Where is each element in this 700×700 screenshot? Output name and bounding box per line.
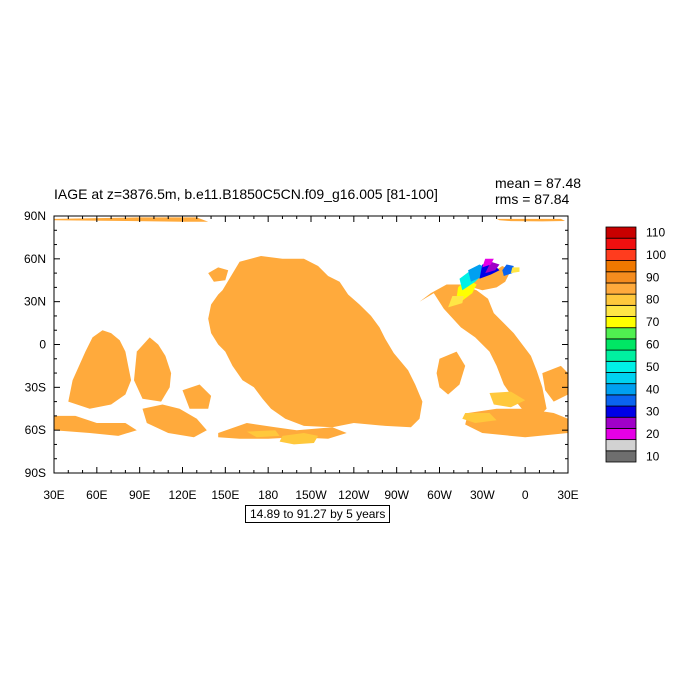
colorbar-box [605,360,637,373]
x-tick-label: 60W [427,488,452,502]
ocean-southern-yellow [279,433,319,445]
colorbar-box [605,237,637,250]
ocean-indian-east [134,337,172,402]
mean-statistic: mean = 87.48 [495,175,582,191]
contour-info-box: 14.89 to 91.27 by 5 years [245,505,391,523]
colorbar-label: 10 [646,449,660,463]
map-field [54,217,568,445]
x-tick-label: 30W [470,488,495,502]
ocean-pacific [208,256,423,428]
ocean-bering [253,261,290,272]
ocean-atlantic [419,284,547,416]
map-frame: 30E 60E 90E 120E 150E 180 150W 120W 90W 60W 30W 0 30… [24,209,579,502]
ocean-indian-west [68,330,132,409]
colorbar-label: 40 [646,382,660,396]
x-tick-label: 90E [129,488,150,502]
colorbar-box [605,271,637,284]
colorbar-label: 70 [646,315,660,329]
ocean-arctic-east [496,218,566,222]
colorbar-box [605,405,637,418]
x-tick-label: 90W [384,488,409,502]
colorbar: 10 20 30 40 50 60 70 80 90 100 110 [605,226,666,463]
colorbar-label: 60 [646,338,660,352]
ocean-young-water-patch [485,261,500,274]
colorbar-label: 20 [646,427,660,441]
y-tick-label: 30S [25,380,46,394]
colorbar-box [605,428,637,441]
ocean-atlantic-yellow [489,391,526,408]
colorbar-label: 90 [646,270,660,284]
y-tick-label: 90N [24,209,46,223]
colorbar-box [605,394,637,407]
ocean-indian-south [142,404,207,438]
x-tick-label: 120W [338,488,370,502]
ocean-arctic-west [54,217,209,222]
colorbar-box [605,316,637,329]
y-tick-label: 30N [24,295,46,309]
x-tick-label: 150E [211,488,239,502]
x-tick-label: 30E [557,488,578,502]
x-tick-label: 120E [168,488,196,502]
ocean-brazil-basin [436,351,466,395]
colorbar-box [605,327,637,340]
x-tick-label: 180 [258,488,278,502]
y-tick-label: 0 [39,338,46,352]
ocean-young-water-patch [510,267,520,274]
colorbar-box [605,304,637,317]
ocean-atlantic-yellow [462,413,497,423]
rms-statistic: rms = 87.84 [495,191,570,207]
colorbar-box [605,439,637,452]
colorbar-box [605,260,637,273]
x-tick-label: 60E [86,488,107,502]
colorbar-box [605,416,637,429]
ocean-young-water-patch [502,264,514,276]
y-tick-label: 60S [25,423,46,437]
ocean-okhotsk [208,267,229,282]
ocean-southern-yellow [246,430,280,438]
colorbar-box [605,248,637,261]
colorbar-label: 50 [646,360,660,374]
colorbar-box [605,226,637,239]
ocean-young-water-patch [482,258,494,268]
colorbar-box [605,349,637,362]
ocean-southern-indian [54,415,137,436]
colorbar-box [605,338,637,351]
ocean-australian-bight [182,384,212,409]
x-tick-label: 30E [43,488,64,502]
colorbar-box [605,383,637,396]
colorbar-label: 110 [646,226,665,240]
y-tick-label: 60N [24,252,46,266]
colorbar-label: 30 [646,405,660,419]
colorbar-box [605,372,637,385]
chart-title: IAGE at z=3876.5m, b.e11.B1850C5CN.f09_g… [54,186,438,202]
ocean-southern-pacific [218,423,347,439]
x-tick-label: 150W [295,488,327,502]
colorbar-label: 80 [646,293,660,307]
x-tick-label: 0 [522,488,529,502]
colorbar-box [605,282,637,295]
ocean-yellow-patch [448,296,464,308]
colorbar-box [605,450,637,463]
colorbar-box [605,293,637,306]
y-tick-label: 90S [25,466,46,480]
ocean-angola-basin [542,365,568,402]
colorbar-label: 100 [646,248,666,262]
